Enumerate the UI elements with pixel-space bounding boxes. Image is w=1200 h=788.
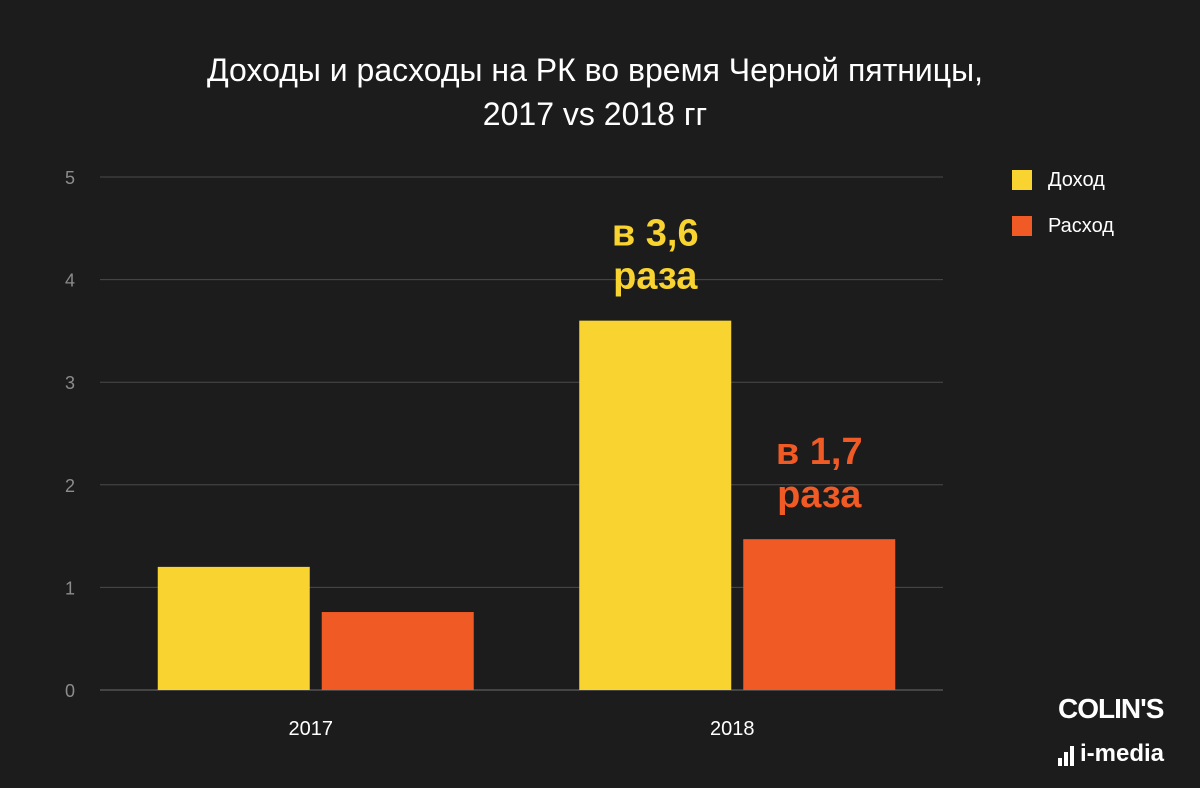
bar-2017-income xyxy=(157,566,310,690)
imedia-bars-icon xyxy=(1058,746,1076,766)
legend: Доход Расход xyxy=(1012,168,1114,260)
legend-label-income: Доход xyxy=(1048,168,1105,191)
chart-title-line-1: Доходы и расходы на РК во время Черной п… xyxy=(206,52,984,88)
legend-item-income: Доход xyxy=(1012,168,1114,192)
y-tick-label-3: 3 xyxy=(65,373,75,393)
x-tick-label-2017: 2017 xyxy=(289,718,334,740)
legend-swatch-expense xyxy=(1012,216,1032,236)
y-tick-label-1: 1 xyxy=(65,578,75,598)
annotation-expense-line-1: в 1,7 xyxy=(776,431,863,473)
y-tick-label-2: 2 xyxy=(65,476,75,496)
imedia-logo: i-media xyxy=(1058,738,1164,766)
bar-2018-income xyxy=(579,320,732,690)
colins-logo: COLIN'S xyxy=(1058,693,1164,724)
legend-swatch-income xyxy=(1012,170,1032,190)
chart-title-line-2: 2017 vs 2018 гг xyxy=(482,96,708,132)
imedia-logo-text: i-media xyxy=(1080,740,1165,767)
annotation-income-line-2: раза xyxy=(613,256,698,298)
legend-label-expense: Расход xyxy=(1048,214,1114,237)
y-tick-label-0: 0 xyxy=(65,681,75,701)
annotation-expense-line-2: раза xyxy=(777,474,862,516)
annotation-income-line-1: в 3,6 xyxy=(612,213,699,255)
x-tick-label-2018: 2018 xyxy=(710,718,755,740)
legend-item-expense: Расход xyxy=(1012,214,1114,238)
y-tick-label-4: 4 xyxy=(65,271,75,291)
y-tick-label-5: 5 xyxy=(65,168,75,188)
chart-title: Доходы и расходы на РК во время Черной п… xyxy=(0,48,1190,136)
bar-2017-expense xyxy=(321,612,474,690)
bar-2018-expense xyxy=(743,539,896,690)
